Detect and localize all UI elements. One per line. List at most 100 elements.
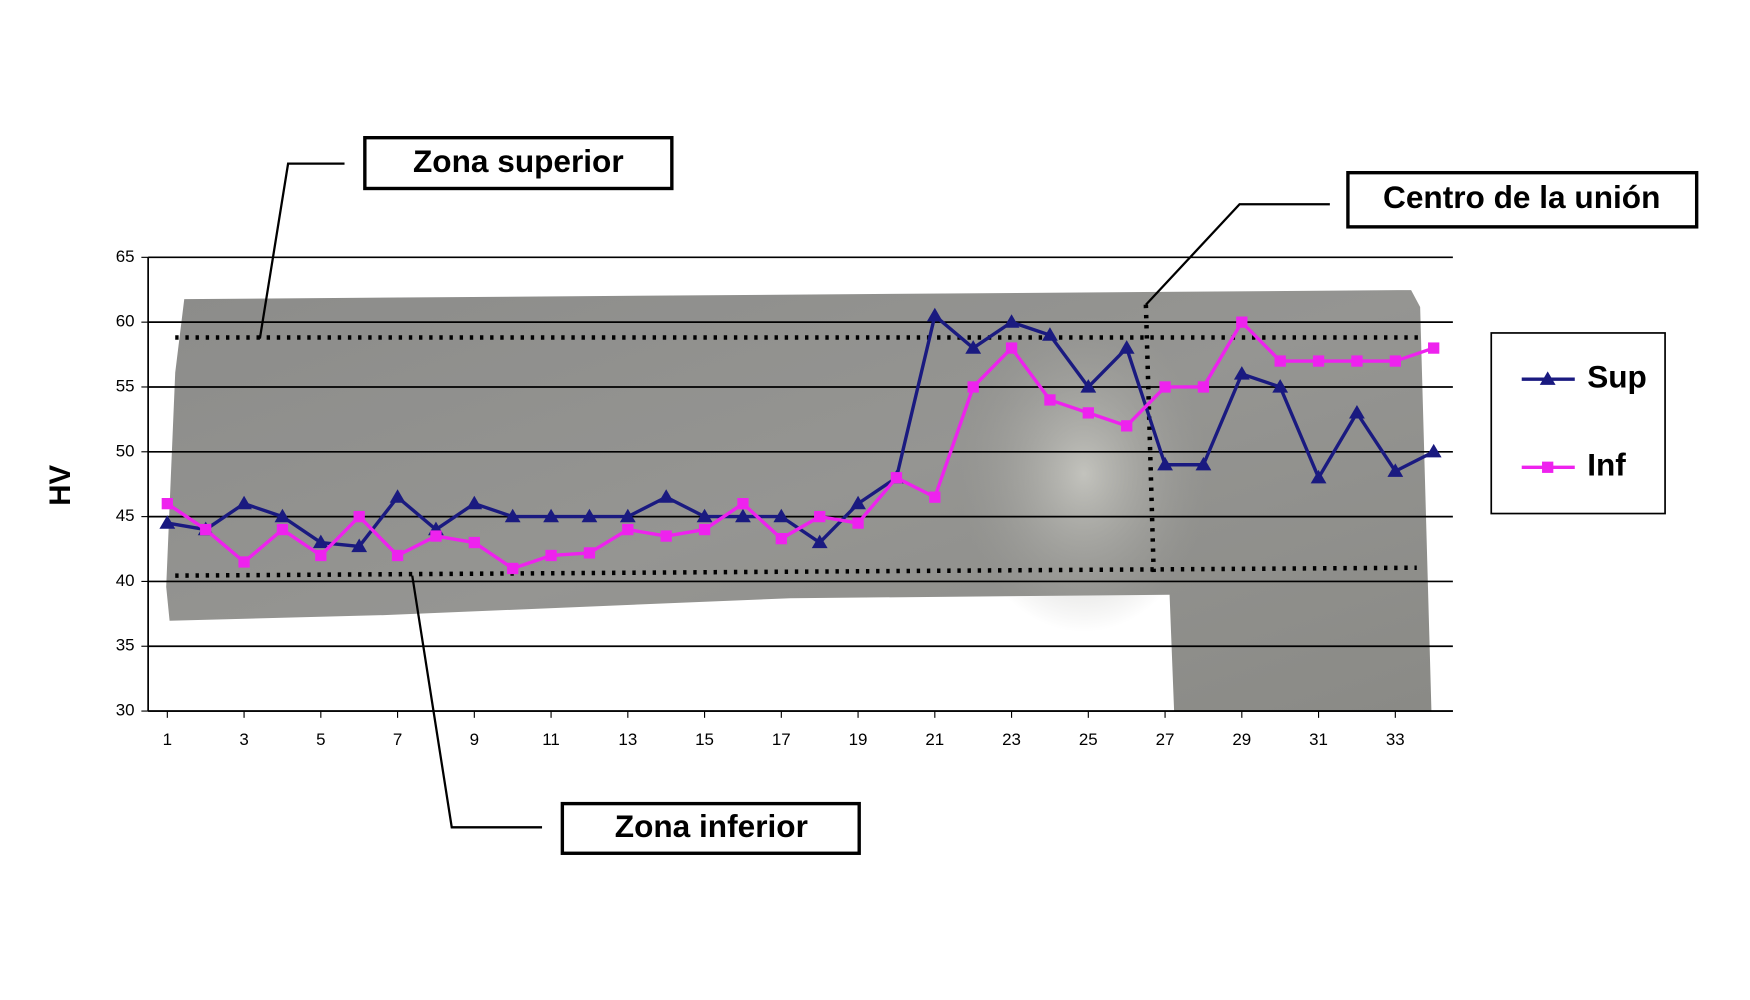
specimen-photo xyxy=(166,290,1432,712)
point xyxy=(619,508,636,523)
zone-markers xyxy=(175,304,1425,578)
x-tick-label: 1 xyxy=(163,730,172,749)
leader-lower xyxy=(411,575,543,829)
leaders xyxy=(258,162,1330,829)
legend-box xyxy=(1490,332,1666,515)
point xyxy=(814,510,826,523)
point xyxy=(1003,314,1020,328)
point xyxy=(507,562,519,575)
x-tick-label: 15 xyxy=(695,730,714,749)
annotation: Zona inferior xyxy=(615,808,808,844)
leader-upper xyxy=(258,162,345,339)
point xyxy=(583,547,596,559)
point xyxy=(200,523,212,536)
point xyxy=(773,508,790,523)
point xyxy=(1542,461,1554,473)
callout-box xyxy=(560,801,861,855)
point xyxy=(353,510,365,523)
point xyxy=(658,489,675,503)
series-line xyxy=(166,320,1435,571)
x-tick-label: 7 xyxy=(393,730,402,749)
point xyxy=(811,534,828,549)
x-tick-label: 19 xyxy=(849,730,868,749)
x-tick-label: 27 xyxy=(1156,730,1175,749)
point xyxy=(775,533,787,545)
x-tick-label: 21 xyxy=(925,730,944,749)
point xyxy=(929,491,941,503)
x-tick-label: 13 xyxy=(618,730,637,749)
point xyxy=(1312,355,1325,367)
point xyxy=(1428,342,1440,354)
x-tick-label: 11 xyxy=(542,730,560,749)
point xyxy=(468,536,480,549)
y-tick-label: 40 xyxy=(116,571,135,590)
y-tick-label: 65 xyxy=(116,247,135,266)
point xyxy=(1425,443,1442,458)
callout-box xyxy=(1346,170,1699,229)
point xyxy=(1042,327,1058,341)
point xyxy=(1005,342,1018,354)
point xyxy=(504,508,521,523)
point xyxy=(1389,355,1401,367)
callout-box xyxy=(363,136,674,191)
x-tick-label: 3 xyxy=(239,730,248,749)
point xyxy=(1387,463,1404,477)
weld-zone xyxy=(959,316,1208,633)
series-layer xyxy=(159,307,1442,575)
point xyxy=(1351,355,1363,367)
legend: Sup Inf xyxy=(1521,359,1647,483)
point xyxy=(312,534,329,549)
y-tick-label: 50 xyxy=(116,441,135,460)
point xyxy=(1274,355,1286,367)
y-tick-label: 55 xyxy=(116,376,135,395)
x-tick-label: 9 xyxy=(470,730,479,749)
point xyxy=(159,515,176,529)
x-tick-label: 29 xyxy=(1232,730,1251,749)
x-tick-label: 31 xyxy=(1309,730,1328,749)
x-tick-label: 23 xyxy=(1002,730,1021,749)
point xyxy=(389,489,406,503)
point xyxy=(1195,456,1212,471)
point xyxy=(1080,379,1097,393)
point xyxy=(236,495,252,510)
point xyxy=(545,549,557,562)
point xyxy=(466,495,483,510)
point xyxy=(351,538,368,553)
y-axis-label: HV xyxy=(44,465,77,506)
point xyxy=(1121,420,1133,432)
point xyxy=(161,498,173,510)
point xyxy=(1082,407,1094,419)
point xyxy=(1044,394,1056,406)
annotation: Zona superior xyxy=(413,143,624,179)
point xyxy=(735,508,751,523)
point xyxy=(315,549,327,562)
point xyxy=(1539,371,1556,385)
point xyxy=(1236,316,1248,328)
point xyxy=(850,495,866,510)
x-tick-label: 25 xyxy=(1079,730,1098,749)
point xyxy=(660,530,672,542)
point xyxy=(274,508,291,523)
point xyxy=(581,508,598,523)
point xyxy=(1233,366,1250,380)
y-tick-label: 35 xyxy=(116,636,135,655)
point xyxy=(698,523,711,536)
legend-label: Sup xyxy=(1587,359,1647,395)
point xyxy=(543,508,559,523)
point xyxy=(967,381,979,393)
point xyxy=(391,549,404,562)
point xyxy=(737,498,749,510)
point xyxy=(1272,379,1289,393)
y-tick-label: 45 xyxy=(116,506,135,525)
point xyxy=(276,523,289,536)
x-tick-label: 5 xyxy=(316,730,325,749)
lower-zone-line xyxy=(175,565,1417,578)
point xyxy=(622,523,634,536)
legend-label: Inf xyxy=(1587,447,1626,483)
x-tick-label: 17 xyxy=(772,730,791,749)
point xyxy=(926,307,943,322)
point xyxy=(696,508,713,523)
point xyxy=(1310,469,1327,484)
